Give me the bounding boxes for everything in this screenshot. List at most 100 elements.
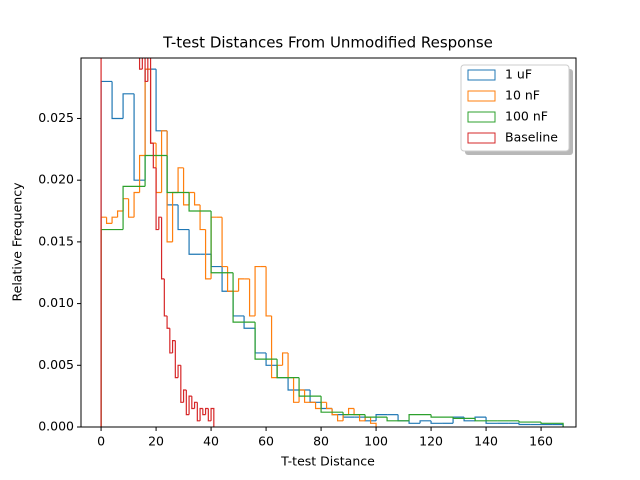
histogram-step: [169, 328, 173, 354]
histogram-step: [138, 58, 143, 70]
legend: 1 uF 10 nF 100 nF Baseline: [460, 64, 573, 155]
y-tick-label: 0.000: [38, 419, 74, 434]
x-tick-label: 20: [148, 434, 164, 449]
histogram-step: [276, 359, 300, 379]
histogram-step: [207, 408, 212, 422]
histogram-step: [331, 408, 338, 416]
histogram-step: [386, 417, 410, 422]
histogram-step: [243, 315, 256, 329]
histogram-step: [248, 278, 256, 317]
histogram-step: [430, 414, 454, 418]
histogram-step: [204, 407, 209, 415]
histogram-step: [270, 315, 278, 379]
x-tick-label: 120: [419, 434, 443, 449]
histogram-step: [518, 423, 531, 426]
histogram-step: [237, 278, 245, 292]
legend-label: Baseline: [505, 130, 558, 145]
legend-box: [460, 64, 570, 152]
histogram-step: [314, 402, 322, 410]
legend-label: 10 nF: [505, 88, 540, 103]
histogram-step: [111, 216, 118, 224]
histogram-step: [149, 58, 154, 144]
histogram-step: [160, 130, 168, 193]
histogram-step: [185, 389, 190, 416]
histogram-step: [408, 414, 432, 421]
histogram-step: [347, 407, 355, 415]
histogram-step: [144, 154, 168, 187]
histogram-step: [155, 167, 159, 231]
histogram-step: [160, 217, 165, 280]
histogram-step: [193, 401, 198, 409]
histogram-step: [122, 93, 135, 119]
legend-swatch: [467, 132, 496, 144]
histogram-step: [171, 340, 176, 353]
histogram-step: [188, 229, 201, 255]
histogram-step: [188, 395, 192, 415]
histogram-step: [152, 143, 157, 169]
histogram-step: [265, 266, 272, 317]
histogram-step: [166, 155, 190, 194]
legend-swatch: [467, 90, 496, 102]
histogram-step: [226, 266, 234, 292]
x-tick-label: 100: [364, 434, 388, 449]
histogram-step: [133, 191, 140, 218]
histogram-step: [116, 210, 124, 218]
x-tick-label: 40: [203, 434, 219, 449]
x-tick-label: 140: [474, 434, 498, 449]
histogram-step: [144, 58, 148, 83]
histogram-step: [163, 278, 168, 317]
x-tick-label: 160: [529, 434, 553, 449]
histogram-step: [127, 198, 135, 218]
chart-title: T-test Distances From Unmodified Respons…: [162, 34, 493, 52]
histogram-step: [111, 81, 124, 120]
histogram-step: [188, 192, 212, 212]
histogram-step: [193, 192, 201, 206]
histogram-step: [287, 377, 300, 391]
histogram-step: [177, 167, 184, 193]
histogram-step: [232, 272, 256, 323]
histogram-step: [342, 412, 366, 416]
histogram-step: [199, 407, 203, 421]
histogram-step: [254, 322, 278, 360]
y-tick-label: 0.025: [38, 110, 74, 125]
histogram-step: [292, 377, 300, 403]
histogram-step: [303, 389, 311, 403]
histogram-step: [196, 402, 201, 422]
x-tick-label: 60: [258, 434, 274, 449]
histogram-step: [166, 315, 170, 329]
histogram-step: [122, 185, 146, 230]
histogram-step: [518, 420, 542, 423]
histogram-step: [202, 408, 206, 416]
histogram-step: [191, 396, 195, 410]
histogram-step: [358, 414, 366, 422]
histogram-step: [265, 352, 278, 366]
histogram-step: [180, 365, 184, 403]
histogram-step: [320, 396, 344, 413]
y-tick-label: 0.010: [38, 295, 74, 310]
y-axis-label: Relative Frequency: [10, 182, 25, 302]
plot-area: [100, 58, 564, 427]
histogram-step: [141, 58, 143, 70]
histogram-step: [325, 402, 333, 410]
histogram-step: [204, 229, 212, 280]
histogram-step: [408, 420, 421, 424]
axes-frame: [80, 57, 577, 428]
x-tick-label: 80: [313, 434, 329, 449]
histogram-step: [298, 377, 322, 397]
x-tick-label: 0: [97, 434, 105, 449]
y-tick-label: 0.005: [38, 357, 74, 372]
histogram-step: [177, 364, 181, 378]
histogram-step: [221, 217, 228, 268]
histogram-step: [138, 154, 146, 193]
histogram-step: [452, 417, 476, 419]
histogram-step: [158, 216, 162, 230]
histogram-step: [147, 58, 149, 82]
histogram-step: [430, 420, 443, 424]
histogram-step: [174, 340, 179, 379]
histogram-step: [254, 265, 261, 316]
histogram-step: [105, 217, 113, 224]
histogram-step: [182, 167, 190, 206]
histogram-step: [336, 414, 344, 422]
legend-swatch: [467, 69, 496, 81]
histogram-step: [133, 93, 146, 181]
